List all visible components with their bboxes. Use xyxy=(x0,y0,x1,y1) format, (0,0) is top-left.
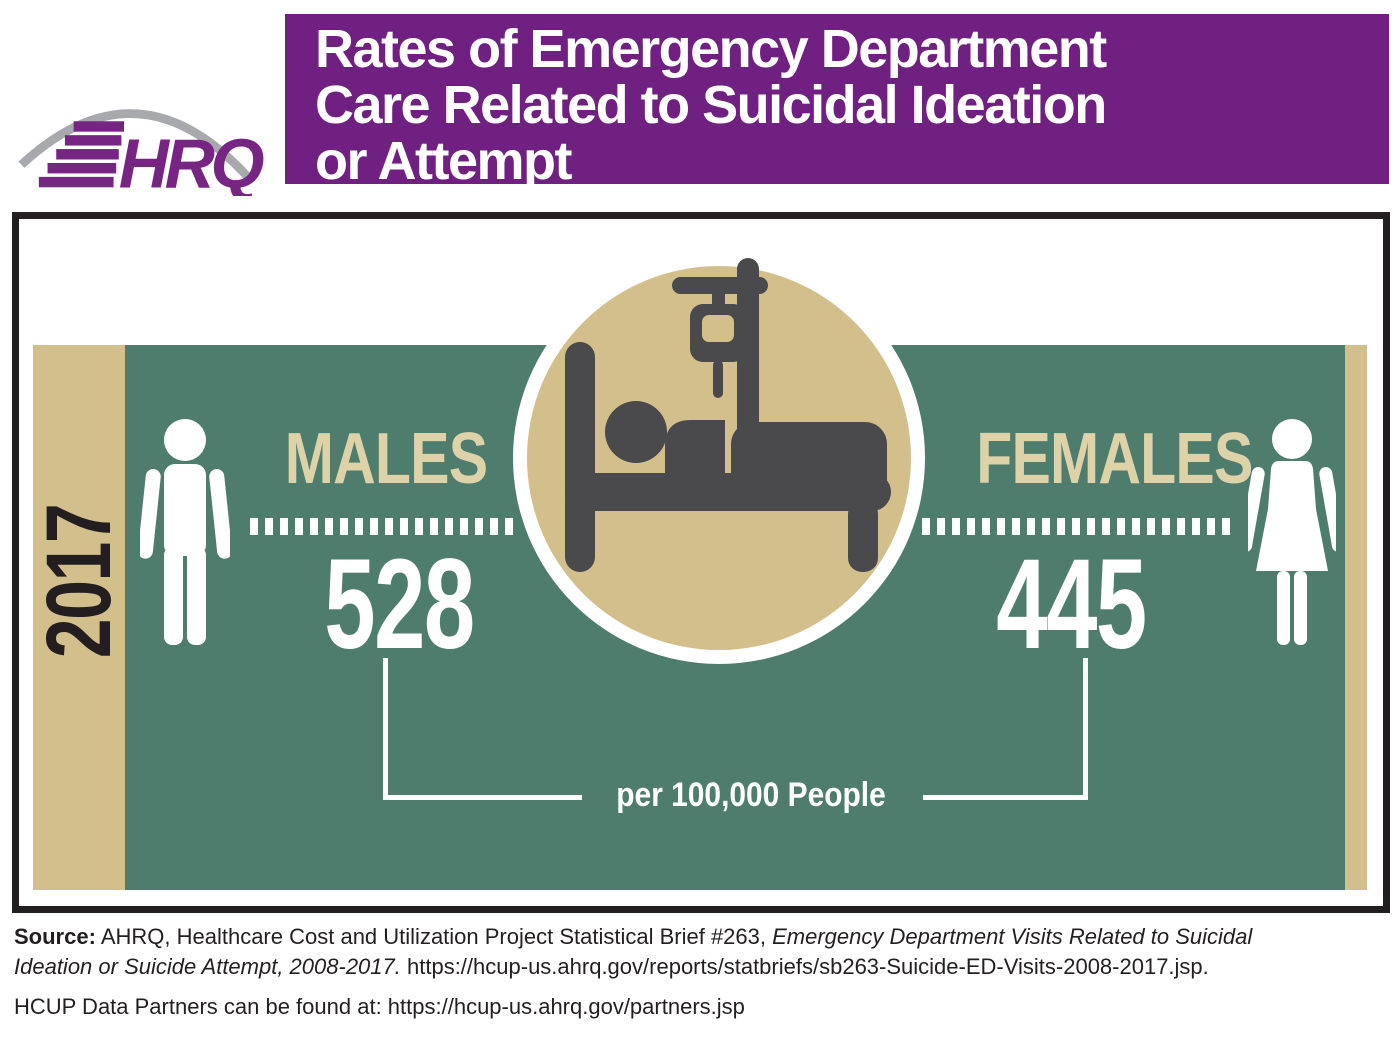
logo-striped-a xyxy=(38,121,125,188)
males-value: 528 xyxy=(324,533,475,676)
female-figure-icon xyxy=(1248,417,1336,647)
ahrq-logo-icon: HRQ xyxy=(18,109,268,202)
females-connector-vertical xyxy=(1083,658,1088,800)
females-dashed-line xyxy=(922,518,1232,535)
females-value: 445 xyxy=(996,533,1147,676)
page-title-line-2: Care Related to Suicidal Ideation xyxy=(315,75,1107,135)
source-italic-2: Ideation or Suicide Attempt, 2008-2017. xyxy=(14,954,401,979)
right-accent-stripe xyxy=(1345,345,1367,890)
males-connector-horizontal xyxy=(383,795,582,800)
infographic-canvas: 2017 MALES 528 xyxy=(19,219,1383,906)
source-label: Source: xyxy=(14,924,96,949)
infographic-frame: 2017 MALES 528 xyxy=(12,212,1390,913)
hospital-bed-medallion xyxy=(513,252,925,664)
source-text-1: AHRQ, Healthcare Cost and Utilization Pr… xyxy=(95,924,773,949)
partners-note: HCUP Data Partners can be found at: http… xyxy=(14,994,745,1019)
ahrq-logo: HRQ xyxy=(18,50,270,202)
females-connector-horizontal xyxy=(923,795,1088,800)
males-dashed-line xyxy=(250,518,517,535)
logo-arc xyxy=(18,109,255,184)
year-stripe xyxy=(33,345,125,890)
males-label: MALES xyxy=(284,419,488,499)
source-italic-1: Emergency Department Visits Related to S… xyxy=(772,924,1253,949)
source-url: https://hcup-us.ahrq.gov/reports/statbri… xyxy=(400,954,1209,979)
females-label: FEMALES xyxy=(976,419,1253,499)
unit-label: per 100,000 People xyxy=(616,776,886,814)
footer-text-block: Source: AHRQ, Healthcare Cost and Utiliz… xyxy=(14,922,1394,1022)
year-label: 2017 xyxy=(27,504,130,658)
logo-letters: HRQ xyxy=(119,124,264,196)
title-banner: Rates of Emergency Department Care Relat… xyxy=(285,14,1389,189)
hospital-bed-icon xyxy=(513,252,925,664)
male-figure-icon xyxy=(140,417,230,647)
source-citation: Source: AHRQ, Healthcare Cost and Utiliz… xyxy=(14,922,1394,982)
page-title-line-1: Rates of Emergency Department xyxy=(315,19,1107,79)
males-connector-vertical xyxy=(383,658,388,800)
page-title-line-3: or Attempt xyxy=(315,131,572,191)
bed-glyph xyxy=(565,258,891,572)
year-label-wrap: 2017 xyxy=(28,471,130,691)
